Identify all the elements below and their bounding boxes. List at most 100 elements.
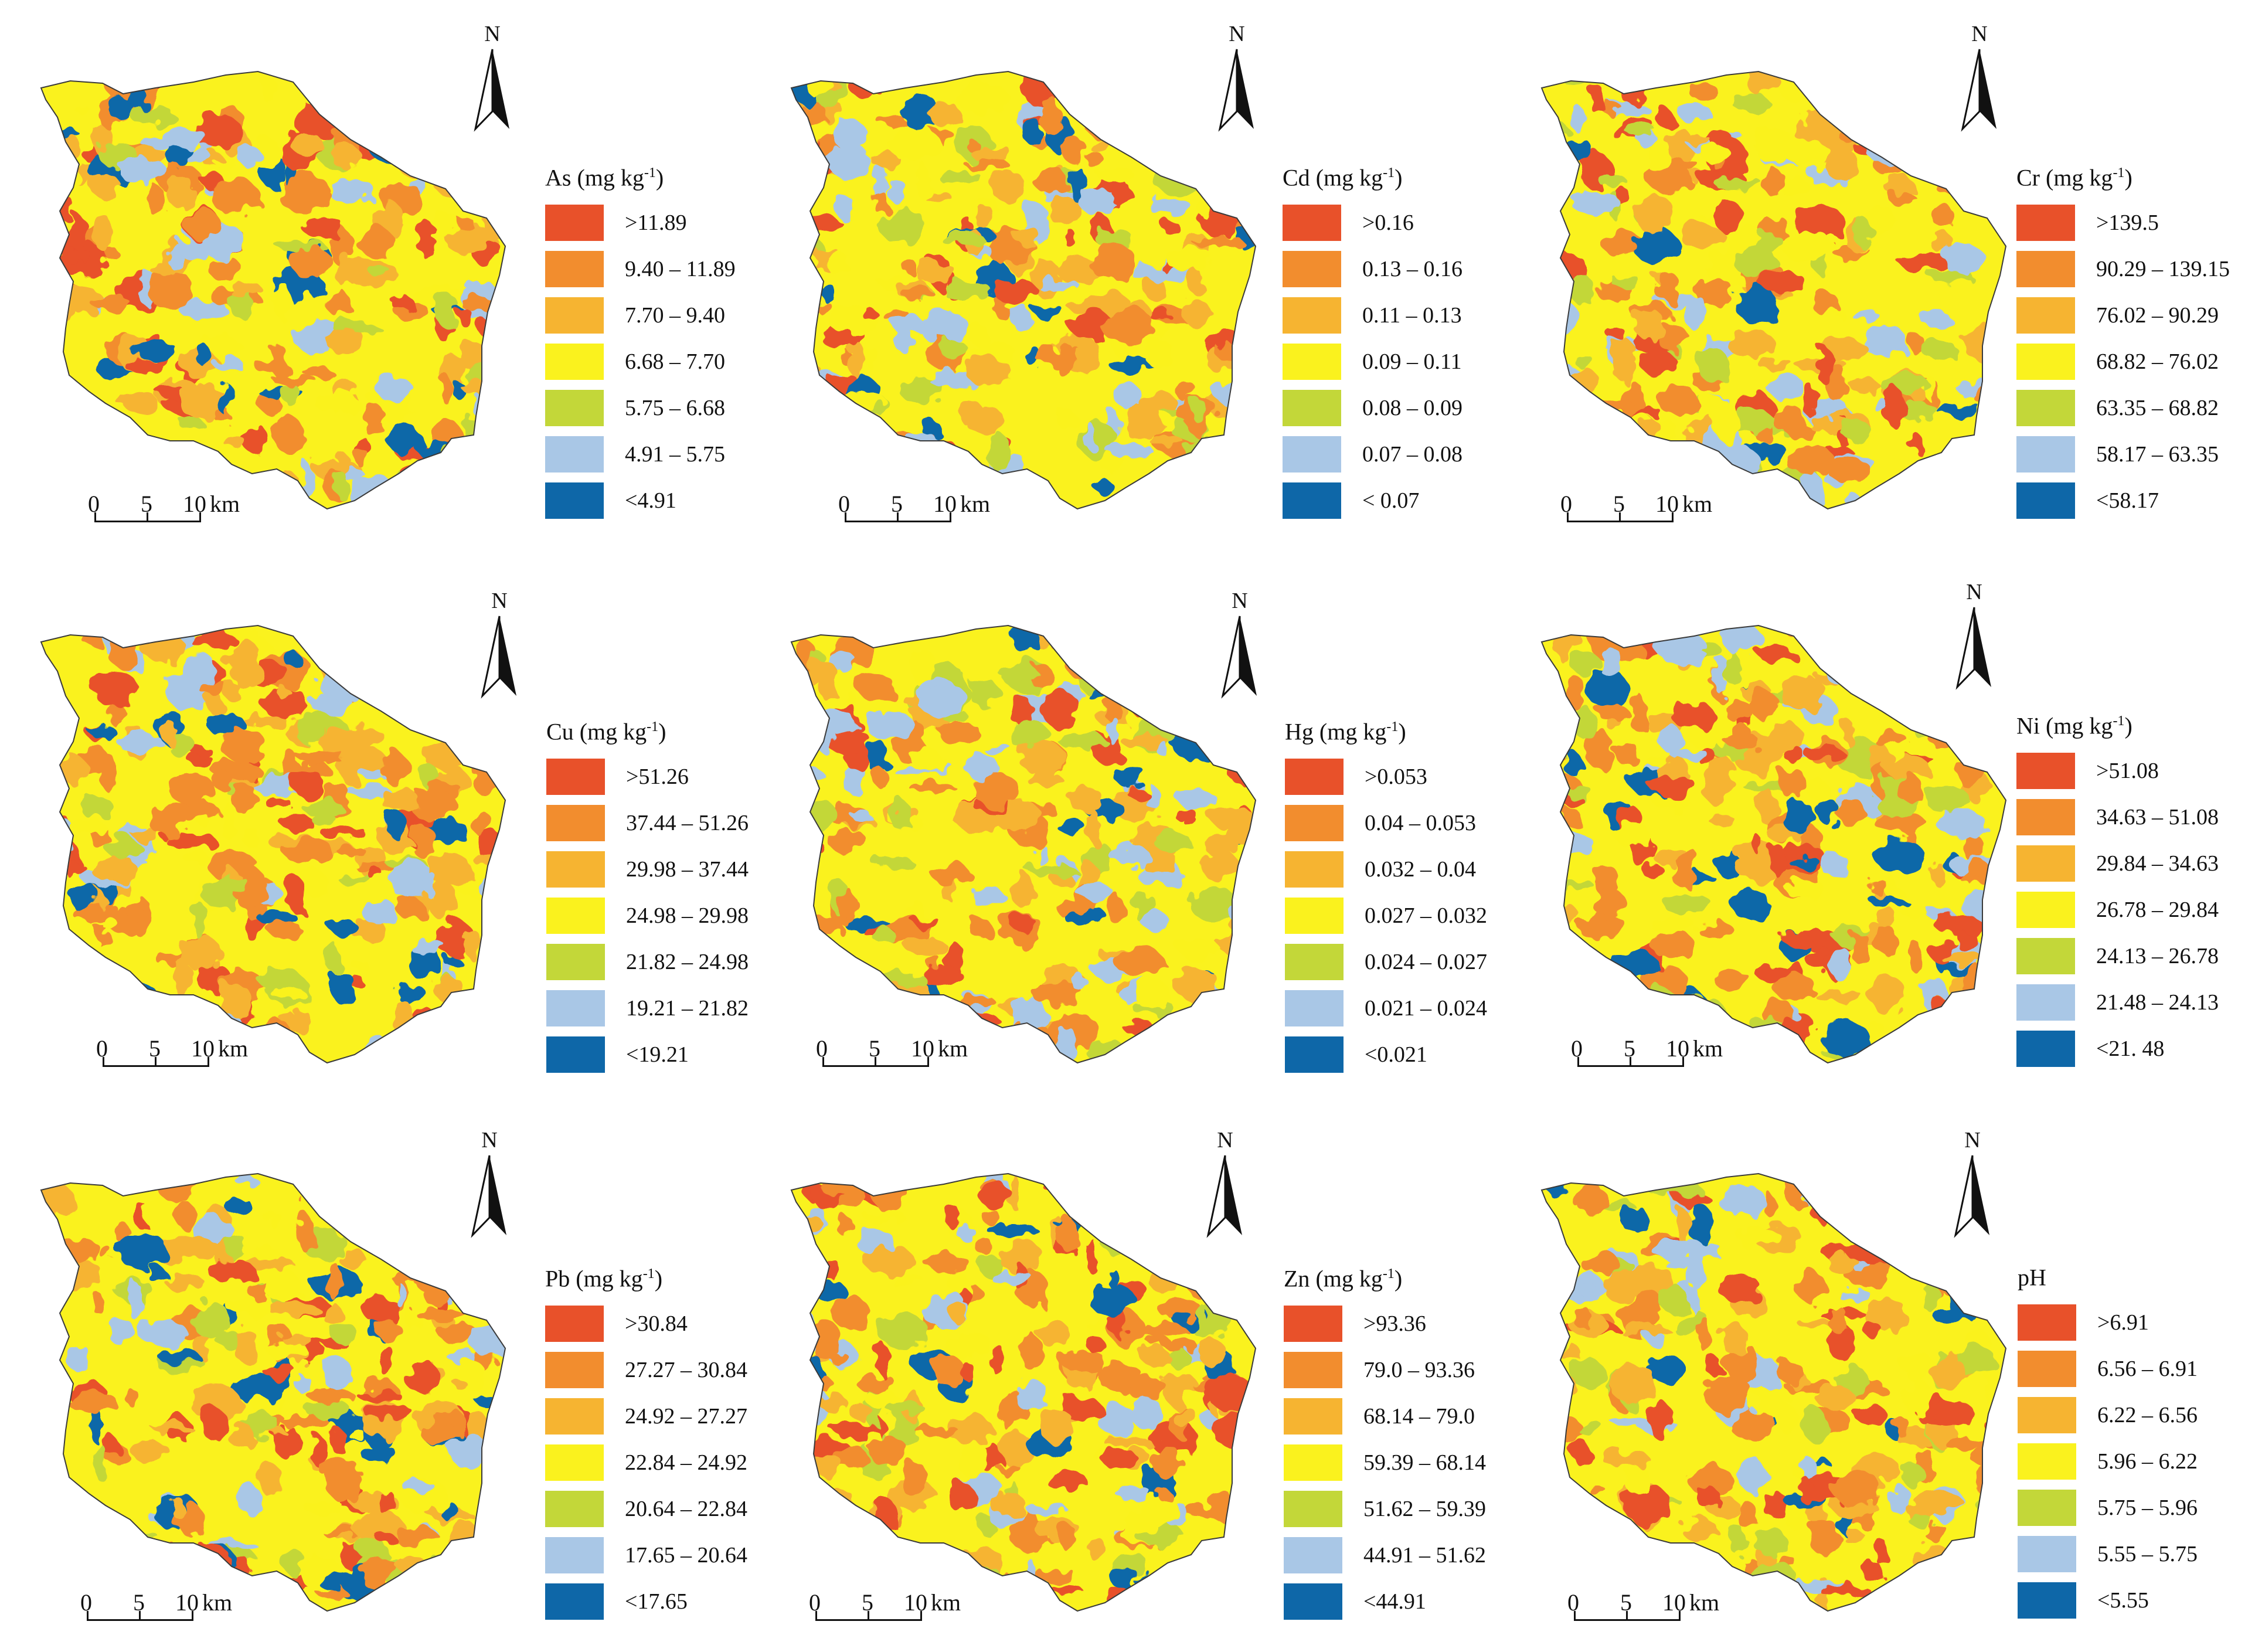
legend-item: 5.96 – 6.22 <box>2018 1438 2198 1484</box>
legend-item: <58.17 <box>2016 477 2230 524</box>
legend-item: >51.26 <box>546 753 749 800</box>
legend-item: 24.98 – 29.98 <box>546 892 749 939</box>
legend-swatch <box>545 1537 604 1573</box>
legend-swatch <box>546 943 605 980</box>
legend-label: 21.48 – 24.13 <box>2096 990 2219 1015</box>
legend-swatch <box>1285 804 1344 841</box>
legend-item: <5.55 <box>2018 1577 2198 1623</box>
legend-swatch <box>545 1583 604 1620</box>
legend-item: 0.08 – 0.09 <box>1283 385 1462 431</box>
legend-title: Cu (mg kg-1) <box>546 718 666 745</box>
legend-title: Pb (mg kg-1) <box>545 1265 663 1292</box>
legend-label: 0.09 – 0.11 <box>1362 349 1462 374</box>
legend-item: 34.63 – 51.08 <box>2016 794 2219 840</box>
legend-label: 29.84 – 34.63 <box>2096 851 2219 876</box>
legend-item: 22.84 – 24.92 <box>545 1439 747 1486</box>
legend-label: 5.75 – 5.96 <box>2097 1495 2198 1520</box>
legend-item: 24.13 – 26.78 <box>2016 933 2219 979</box>
map-panel-hg: N Hg (mg kg-1) >0.053 0.04 – 0.053 0.032 –… <box>750 554 1502 1104</box>
legend-swatch <box>2018 1535 2076 1572</box>
legend-cu: Cu (mg kg-1) >51.26 37.44 – 51.26 29.98 – … <box>546 713 749 1077</box>
north-arrow: N <box>466 1128 513 1243</box>
legend-label: <4.91 <box>625 488 676 513</box>
legend-label: 4.91 – 5.75 <box>625 441 725 467</box>
legend-item: <21. 48 <box>2016 1025 2219 1072</box>
legend-label: 20.64 – 22.84 <box>625 1496 747 1521</box>
map-cd <box>790 70 1257 510</box>
legend-swatch <box>1285 851 1344 888</box>
legend-label: 27.27 – 30.84 <box>625 1357 747 1382</box>
legend-title: Zn (mg kg-1) <box>1284 1265 1403 1292</box>
legend-label: 5.55 – 5.75 <box>2097 1541 2198 1566</box>
legend-label: >51.26 <box>626 764 689 789</box>
legend-swatch <box>1283 482 1341 519</box>
legend-title: pH <box>2018 1264 2046 1291</box>
legend-swatch <box>1283 343 1341 380</box>
legend-label: 7.70 – 9.40 <box>625 302 725 328</box>
map-pb <box>40 1172 506 1612</box>
legend-item: 20.64 – 22.84 <box>545 1486 747 1532</box>
legend-item: 44.91 – 51.62 <box>1284 1532 1486 1578</box>
legend-title: Ni (mg kg-1) <box>2016 712 2132 739</box>
north-arrow: N <box>476 589 523 703</box>
legend-swatch <box>545 436 604 473</box>
legend-swatch <box>545 1351 604 1388</box>
legend-swatch <box>2016 436 2075 473</box>
legend-item: 76.02 – 90.29 <box>2016 292 2230 338</box>
legend-item: 4.91 – 5.75 <box>545 431 736 477</box>
legend-item: 0.09 – 0.11 <box>1283 338 1462 385</box>
legend-item: 90.29 – 139.15 <box>2016 246 2230 292</box>
legend-swatch <box>545 343 604 380</box>
legend-item: 59.39 – 68.14 <box>1284 1439 1486 1486</box>
north-arrow: N <box>1202 1128 1249 1243</box>
legend-swatch <box>1284 1490 1342 1527</box>
legend-label: <19.21 <box>626 1042 689 1067</box>
legend-swatch <box>2016 984 2075 1021</box>
legend-item: 79.0 – 93.36 <box>1284 1347 1486 1393</box>
legend-swatch <box>2016 482 2075 519</box>
legend-item: 0.04 – 0.053 <box>1285 800 1487 846</box>
legend-swatch <box>2016 891 2075 928</box>
legend-label: 24.13 – 26.78 <box>2096 943 2219 968</box>
north-arrow: N <box>1949 1128 1996 1243</box>
legend-zn: Zn (mg kg-1) >93.36 79.0 – 93.36 68.14 – 7… <box>1284 1260 1486 1624</box>
legend-label: 17.65 – 20.64 <box>625 1542 747 1568</box>
legend-item: 21.82 – 24.98 <box>546 939 749 985</box>
legend-swatch <box>2016 297 2075 334</box>
legend-item: 0.13 – 0.16 <box>1283 246 1462 292</box>
legend-swatch <box>1284 1398 1342 1435</box>
legend-swatch <box>1283 204 1341 241</box>
legend-item: 68.14 – 79.0 <box>1284 1393 1486 1439</box>
legend-swatch <box>1284 1444 1342 1481</box>
legend-swatch <box>546 758 605 795</box>
legend-swatch <box>1285 897 1344 934</box>
legend-label: <44.91 <box>1363 1589 1426 1614</box>
legend-label: 0.027 – 0.032 <box>1365 903 1487 928</box>
legend-swatch <box>546 990 605 1026</box>
legend-swatch <box>545 1490 604 1527</box>
legend-swatch <box>2016 1030 2075 1067</box>
legend-label: 5.96 – 6.22 <box>2097 1449 2198 1474</box>
legend-label: >0.053 <box>1365 764 1427 789</box>
north-arrow: N <box>469 22 516 137</box>
legend-swatch <box>545 1398 604 1435</box>
legend-label: 76.02 – 90.29 <box>2096 302 2219 328</box>
legend-label: >11.89 <box>625 210 687 235</box>
legend-item: <17.65 <box>545 1578 747 1624</box>
legend-swatch <box>1284 1583 1342 1620</box>
legend-swatch <box>2016 204 2075 241</box>
legend-label: >51.08 <box>2096 758 2159 783</box>
legend-item: <4.91 <box>545 477 736 524</box>
legend-label: >6.91 <box>2097 1310 2149 1335</box>
legend-label: 0.07 – 0.08 <box>1362 441 1462 467</box>
north-arrow: N <box>1951 580 1998 695</box>
legend-swatch <box>546 1036 605 1073</box>
legend-label: 58.17 – 63.35 <box>2096 441 2219 467</box>
legend-label: <0.021 <box>1365 1042 1427 1067</box>
legend-ni: Ni (mg kg-1) >51.08 34.63 – 51.08 29.84 – … <box>2016 708 2219 1072</box>
north-arrow: N <box>1216 589 1263 703</box>
legend-swatch <box>2016 845 2075 882</box>
legend-item: <44.91 <box>1284 1578 1486 1624</box>
legend-swatch <box>546 897 605 934</box>
legend-item: 0.11 – 0.13 <box>1283 292 1462 338</box>
